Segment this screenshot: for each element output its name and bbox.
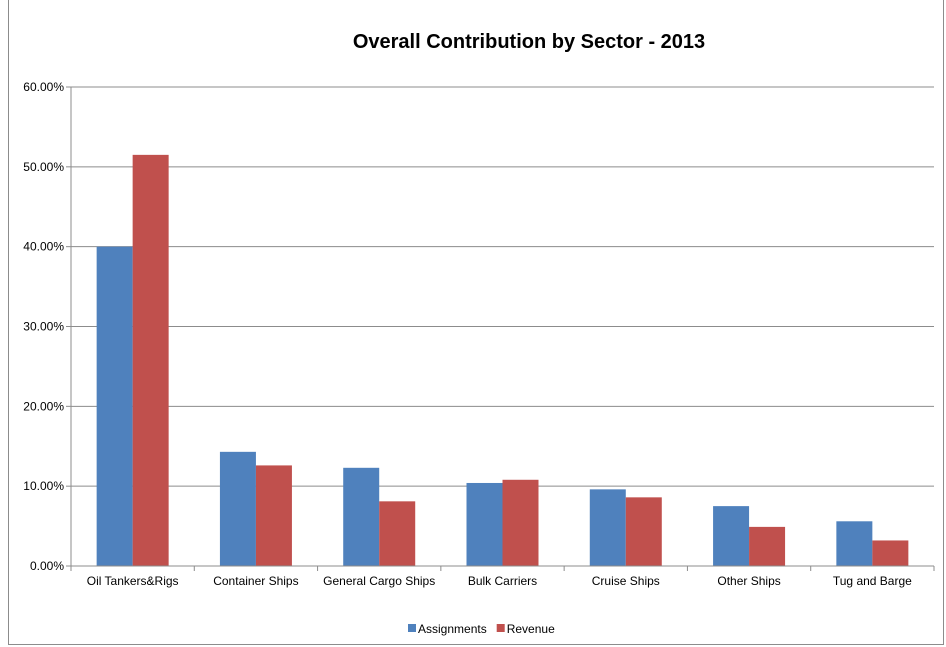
legend-swatch-revenue [496,624,505,632]
bar-revenue-4 [502,479,539,566]
y-tick-label: 50.00% [23,160,64,174]
x-tick-label: Oil Tankers&Rigs [87,574,179,588]
x-tick-label: Tug and Barge [833,574,912,588]
bar-revenue-3 [379,501,416,566]
chart-title: Overall Contribution by Sector - 2013 [353,31,705,53]
y-tick-label: 20.00% [23,399,64,413]
legend: Assignments Revenue [408,622,555,636]
x-tick-label: Container Ships [213,574,298,588]
x-tick-label: Other Ships [717,574,780,588]
bar-assignments-4 [466,482,503,566]
y-tick-label: 10.00% [23,479,64,493]
bars [96,154,909,566]
bar-assignments-2 [219,451,256,566]
legend-label-assignments: Assignments [418,622,487,636]
bar-revenue-7 [872,540,909,566]
bar-revenue-5 [625,497,662,566]
bar-revenue-6 [749,526,786,566]
legend-swatch-assignments [408,624,416,632]
bar-assignments-7 [836,521,873,566]
bar-revenue-2 [255,465,292,566]
bar-assignments-5 [589,489,626,566]
y-tick-label: 60.00% [23,80,64,94]
bar-revenue-1 [132,154,169,566]
x-tick-label: General Cargo Ships [323,574,435,588]
bar-assignments-6 [713,506,750,566]
y-tick-label: 40.00% [23,240,64,254]
bar-assignments-1 [96,246,133,566]
axes: 0.00% 10.00% 20.00% 30.00% 40.00% 50.00% 60.00… [23,80,935,588]
bar-assignments-3 [343,467,380,566]
y-tick-label: 30.00% [23,320,64,334]
y-tick-label: 0.00% [30,559,64,573]
gridlines [71,86,934,487]
x-tick-label: Bulk Carriers [468,574,537,588]
legend-label-revenue: Revenue [507,622,555,636]
x-tick-label: Cruise Ships [592,574,660,588]
